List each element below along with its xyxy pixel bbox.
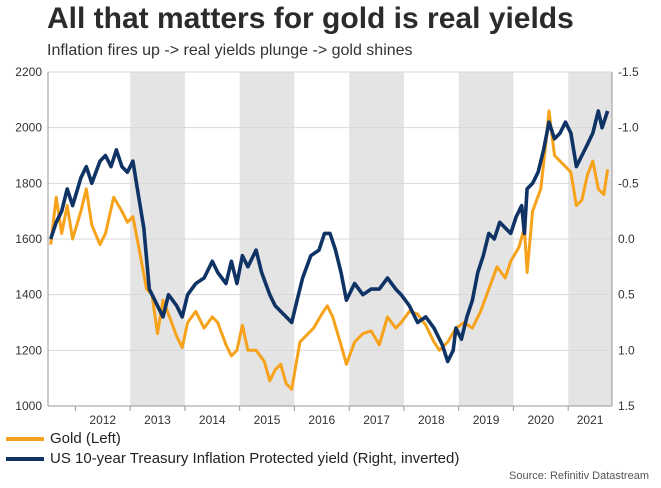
legend-item-tips: US 10-year Treasury Inflation Protected … <box>6 450 459 467</box>
right-tick-label: -1.5 <box>618 65 639 79</box>
x-tick-label: 2017 <box>363 413 390 427</box>
tips-yield-line <box>48 109 610 364</box>
right-tick-label: 0.5 <box>618 288 635 302</box>
x-tick-label: 2012 <box>89 413 116 427</box>
right-tick-label: 1.5 <box>618 399 635 413</box>
left-tick-label: 1800 <box>15 176 42 190</box>
legend-label-tips: US 10-year Treasury Inflation Protected … <box>50 450 460 467</box>
x-tick-label: 2015 <box>254 413 281 427</box>
x-tick-label: 2013 <box>144 413 171 427</box>
legend-swatch-tips <box>6 456 44 461</box>
right-tick-label: -1.0 <box>618 121 639 135</box>
legend-swatch-gold <box>6 436 44 441</box>
legend-label-gold: Gold (Left) <box>50 430 121 447</box>
chart-subtitle: Inflation fires up -> real yields plunge… <box>47 42 413 59</box>
right-tick-label: -0.5 <box>618 176 639 190</box>
left-tick-label: 1000 <box>15 399 42 413</box>
x-tick-label: 2018 <box>418 413 445 427</box>
x-tick-label: 2019 <box>473 413 500 427</box>
left-tick-label: 1600 <box>15 232 42 246</box>
right-tick-label: 0.0 <box>618 232 635 246</box>
right-tick-label: 1.0 <box>618 343 635 357</box>
x-tick-label: 2016 <box>308 413 335 427</box>
left-tick-label: 1200 <box>15 343 42 357</box>
legend-item-gold: Gold (Left) <box>6 430 121 447</box>
x-tick-label: 2020 <box>527 413 554 427</box>
x-tick-label: 2021 <box>577 413 604 427</box>
x-tick-label: 2014 <box>199 413 226 427</box>
left-tick-label: 2000 <box>15 121 42 135</box>
gold-price-line <box>49 109 610 391</box>
left-tick-label: 1400 <box>15 288 42 302</box>
source-note: Source: Refinitiv Datastream <box>509 470 649 482</box>
chart-title: All that matters for gold is real yields <box>47 2 574 35</box>
left-tick-label: 2200 <box>15 65 42 79</box>
